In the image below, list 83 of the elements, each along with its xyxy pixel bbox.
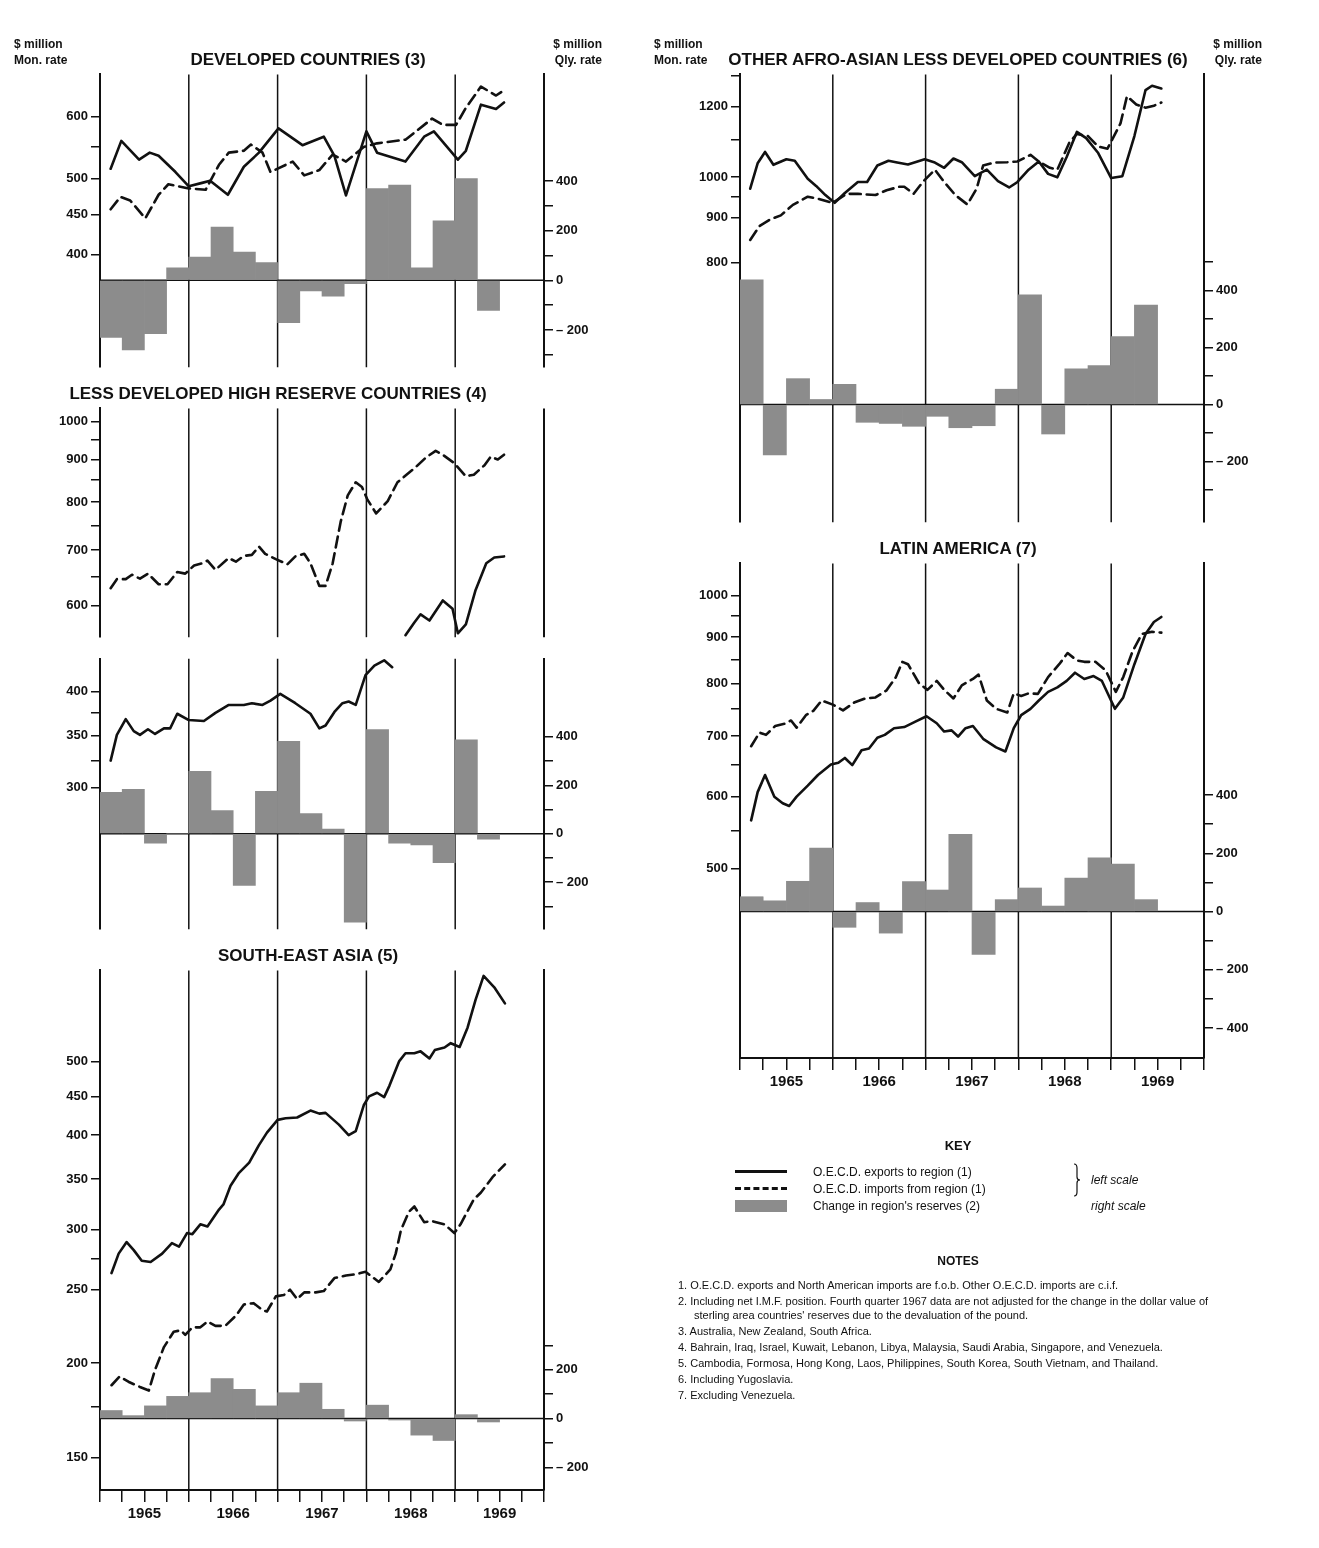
y-tick-label: 300 (66, 778, 88, 794)
y-tick-label: 400 (66, 1126, 88, 1142)
y-tick-label: 250 (66, 1281, 88, 1297)
y-tick-label: 700 (706, 727, 728, 743)
y2-tick-label: 200 (1216, 339, 1238, 355)
y-tick-label: 1000 (59, 413, 88, 429)
x-tick-label: 1969 (1140, 1072, 1175, 1090)
y-tick-label: 800 (706, 254, 728, 270)
y-axis-title: $ million Mon. rate (14, 36, 68, 67)
y-axis-title: $ million Mon. rate (654, 36, 708, 67)
legend-title: KEY (944, 1138, 972, 1153)
y-tick-label: 400 (66, 246, 88, 262)
y-tick-label: 700 (66, 541, 88, 557)
text: 5. Cambodia, Formosa, Hong Kong, Laos, Philippines, South Korea, South Vietnam, and Thailand. (678, 1356, 1160, 1370)
y-tick-label: 500 (706, 860, 728, 876)
y-tick-label: 900 (66, 451, 88, 467)
text: right scale (1091, 1198, 1147, 1213)
y-tick-label: 500 (66, 170, 88, 186)
y2-tick-label: 0 (556, 271, 564, 287)
x-tick-label: 1967 (955, 1072, 989, 1090)
y2-tick-label: 400 (1216, 282, 1238, 298)
y2-tick-label: – 200 (556, 873, 589, 889)
x-tick-label: 1967 (305, 1504, 339, 1522)
y-tick-label: 450 (66, 206, 88, 222)
y2-tick-label: 400 (1216, 786, 1238, 802)
x-tick-label: 1965 (769, 1072, 804, 1090)
y2-tick-label: 0 (1216, 396, 1224, 412)
y-tick-label: 600 (706, 788, 728, 804)
y-tick-label: 600 (66, 597, 88, 613)
chart-title: LESS DEVELOPED HIGH RESERVE COUNTRIES (4) (69, 383, 487, 403)
y-tick-label: 800 (706, 674, 728, 690)
y2-tick-label: – 400 (1216, 1019, 1249, 1035)
y-tick-label: 900 (706, 628, 728, 644)
y2-tick-label: 0 (1216, 903, 1224, 919)
x-tick-label: 1968 (1048, 1072, 1082, 1090)
x-tick-label: 1968 (394, 1504, 428, 1522)
x-tick-label: 1966 (216, 1504, 250, 1522)
chart-title: OTHER AFRO-ASIAN LESS DEVELOPED COUNTRIES (6) (728, 49, 1188, 69)
y2-tick-label: – 200 (556, 321, 589, 337)
y2-axis-title: $ million Qly. rate (1213, 36, 1263, 67)
chart-title: SOUTH-EAST ASIA (5) (217, 945, 399, 965)
y-tick-label: 1200 (699, 98, 728, 114)
y2-tick-label: 200 (556, 1361, 578, 1377)
y-tick-label: 150 (66, 1449, 88, 1465)
text: 4. Bahrain, Iraq, Israel, Kuwait, Lebanon, Libya, Malaysia, Saudi Arabia, Singapore, and Venezuela. (678, 1340, 1164, 1354)
y2-tick-label: 400 (556, 728, 578, 744)
x-tick-label: 1969 (482, 1504, 517, 1522)
y-tick-label: 400 (66, 682, 88, 698)
legend-label: O.E.C.D. imports from region (1) (813, 1181, 987, 1196)
chart-title: LATIN AMERICA (7) (879, 538, 1037, 558)
text: 2. Including net I.M.F. position. Fourth quarter 1967 data are not adjusted for the change in the dollar value of sterling area countries' reserves due to the devaluation of the pound. (678, 1294, 1210, 1322)
y2-tick-label: 200 (556, 776, 578, 792)
y-tick-label: 450 (66, 1087, 88, 1103)
legend-label: O.E.C.D. exports to region (1) (813, 1164, 973, 1179)
y2-tick-label: – 200 (556, 1458, 589, 1474)
text: 7. Excluding Venezuela. (678, 1388, 797, 1402)
y2-tick-label: – 200 (1216, 961, 1249, 977)
y-tick-label: 350 (66, 727, 88, 743)
y-tick-label: 800 (66, 493, 88, 509)
y-tick-label: 300 (66, 1221, 88, 1237)
x-tick-label: 1965 (127, 1504, 162, 1522)
text: 3. Australia, New Zealand, South Africa. (678, 1324, 873, 1338)
text: NOTES (936, 1254, 980, 1268)
y2-tick-label: 0 (556, 825, 564, 841)
y2-tick-label: 200 (1216, 844, 1238, 860)
y2-tick-label: – 200 (1216, 453, 1249, 469)
y2-axis-title: $ million Qly. rate (553, 36, 603, 67)
y-tick-label: 600 (66, 108, 88, 124)
y-tick-label: 200 (66, 1354, 88, 1370)
chart-title: DEVELOPED COUNTRIES (3) (190, 49, 426, 69)
y2-tick-label: 200 (556, 222, 578, 238)
x-tick-label: 1966 (862, 1072, 896, 1090)
y-tick-label: 1000 (699, 587, 728, 603)
y-tick-label: 900 (706, 209, 728, 225)
y-tick-label: 500 (66, 1053, 88, 1069)
y2-tick-label: 400 (556, 172, 578, 188)
text: left scale (1091, 1173, 1140, 1187)
y-tick-label: 350 (66, 1170, 88, 1186)
text: 1. O.E.C.D. exports and North American imports are f.o.b. Other O.E.C.D. imports are c.i.f. (678, 1278, 1120, 1292)
text: 6. Including Yugoslavia. (678, 1372, 795, 1386)
legend-label: Change in region's reserves (2) (813, 1198, 982, 1213)
y-tick-label: 1000 (699, 168, 728, 184)
y2-tick-label: 0 (556, 1410, 564, 1426)
